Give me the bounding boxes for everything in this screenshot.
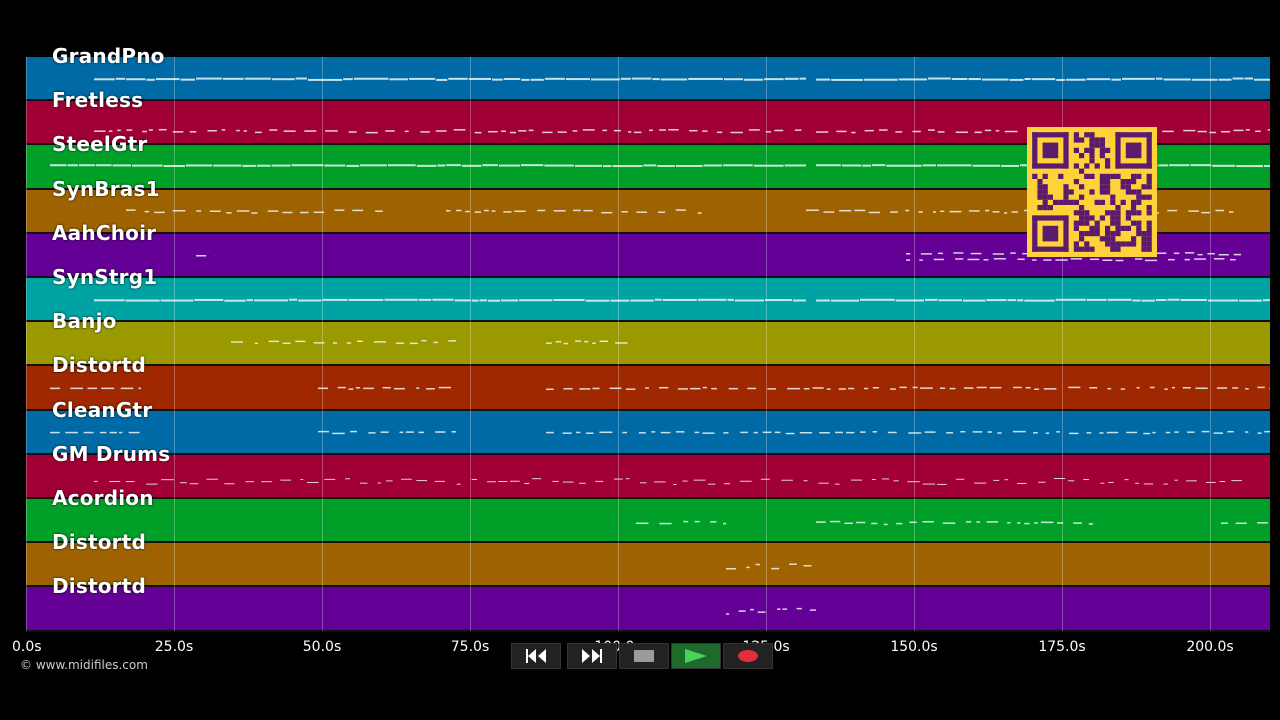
grid-line bbox=[618, 57, 619, 631]
track-label: SynStrg1 bbox=[52, 265, 158, 289]
tick-label: 25.0s bbox=[154, 639, 194, 655]
grid-line bbox=[174, 57, 175, 631]
track-band-9 bbox=[26, 454, 1270, 499]
play-icon bbox=[685, 649, 707, 663]
grid-line bbox=[1210, 57, 1211, 631]
play-button[interactable] bbox=[671, 643, 721, 669]
grid-line bbox=[322, 57, 323, 631]
record-button[interactable] bbox=[723, 643, 773, 669]
rewind-icon bbox=[526, 649, 546, 663]
grid-line bbox=[914, 57, 915, 631]
fast-forward-icon bbox=[582, 649, 602, 663]
stop-icon bbox=[634, 650, 654, 662]
stop-button[interactable] bbox=[619, 643, 669, 669]
track-label: GrandPno bbox=[52, 44, 165, 68]
track-band-6 bbox=[26, 322, 1270, 367]
tick-label: 75.0s bbox=[450, 639, 490, 655]
track-label: SteelGtr bbox=[52, 132, 148, 157]
grid-line bbox=[1062, 57, 1063, 631]
tick-label: 50.0s bbox=[302, 639, 342, 655]
grid-line bbox=[470, 57, 471, 631]
grid-line bbox=[766, 57, 767, 631]
note-traces bbox=[50, 77, 1270, 615]
track-label: Acordion bbox=[52, 486, 154, 510]
transport-controls bbox=[511, 643, 773, 669]
tick-label: 150.0s bbox=[890, 639, 938, 655]
tick-label: 200.0s bbox=[1186, 639, 1234, 655]
tick-label: 175.0s bbox=[1038, 639, 1086, 655]
track-band-10 bbox=[26, 499, 1270, 544]
record-icon bbox=[738, 650, 758, 662]
rewind-button[interactable] bbox=[511, 643, 561, 669]
grid-line bbox=[26, 57, 27, 631]
track-label: AahChoir bbox=[52, 220, 157, 245]
track-label: SynBras1 bbox=[52, 176, 160, 201]
track-label: Distortd bbox=[52, 353, 147, 378]
copyright-text: © www.midifiles.com bbox=[20, 658, 148, 672]
tick-label: 0.0s bbox=[12, 639, 42, 655]
track-label: Fretless bbox=[52, 88, 144, 113]
qr-code-icon bbox=[1027, 127, 1157, 257]
track-band-11 bbox=[26, 543, 1270, 588]
track-label: CleanGtr bbox=[52, 397, 153, 422]
track-band-12 bbox=[26, 587, 1270, 632]
track-label: Banjo bbox=[52, 309, 117, 334]
track-label: Distortd bbox=[52, 574, 147, 599]
track-label: GM Drums bbox=[52, 441, 171, 466]
track-band-8 bbox=[26, 410, 1270, 455]
track-label: Distortd bbox=[52, 530, 147, 555]
fast-forward-button[interactable] bbox=[567, 643, 617, 669]
